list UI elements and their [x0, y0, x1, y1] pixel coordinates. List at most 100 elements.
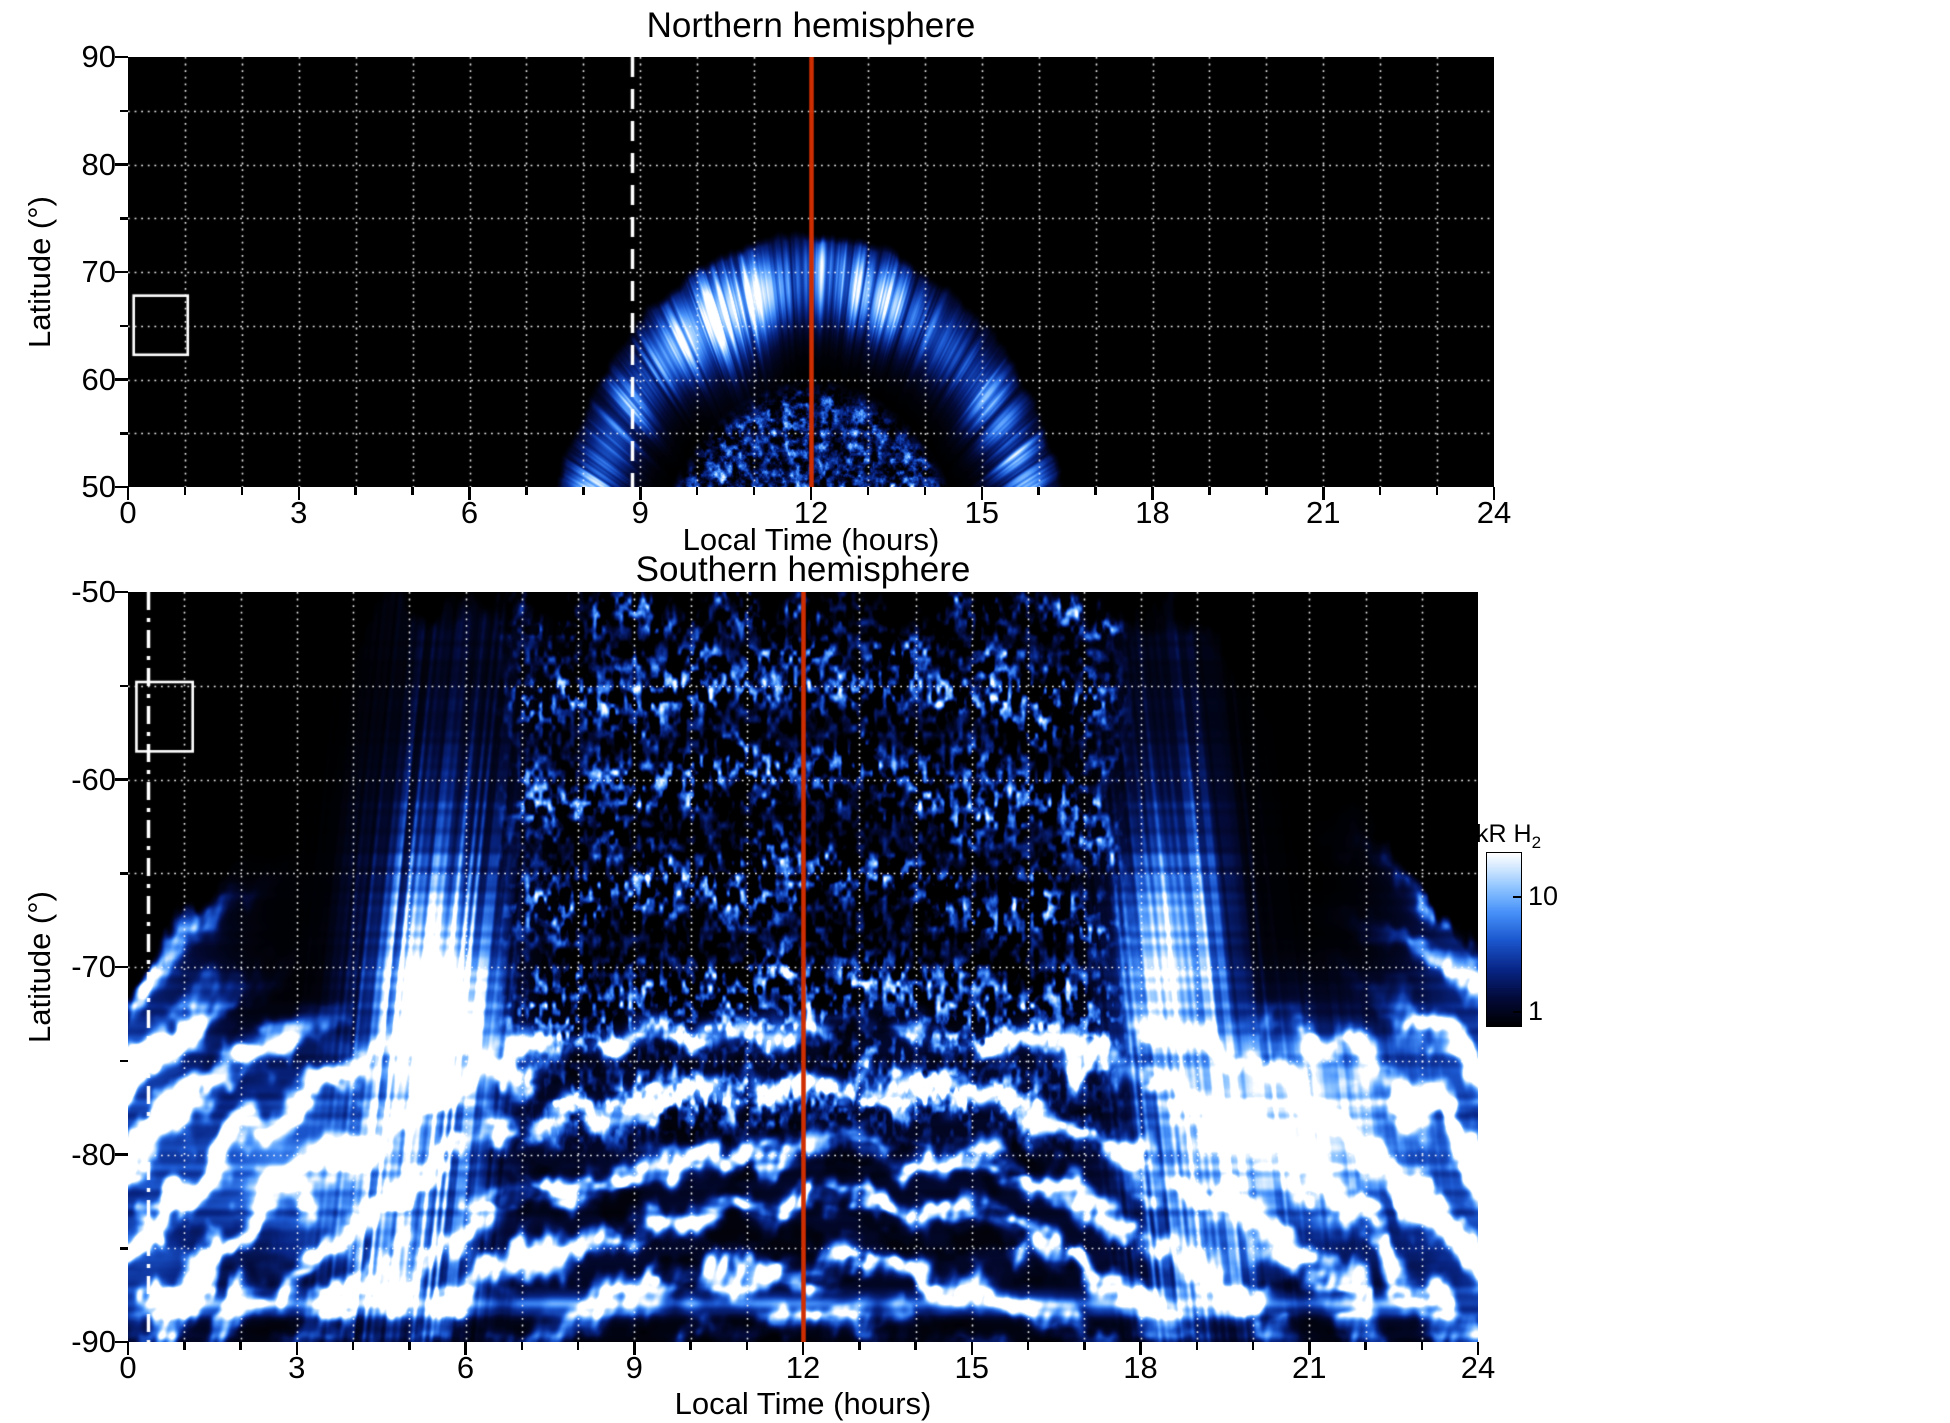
south-x-tick — [858, 1342, 861, 1350]
north-x-tick — [1378, 487, 1382, 495]
north-x-tick — [1435, 487, 1439, 495]
colorbar-tick — [1513, 895, 1521, 898]
south-x-tick — [970, 1342, 974, 1355]
south-y-tick — [115, 778, 128, 781]
south-y-tick-label: -80 — [71, 1136, 116, 1172]
south-x-tick-label: 24 — [1460, 1350, 1496, 1385]
south-x-tick — [183, 1342, 186, 1350]
colorbar-label-subscript: 2 — [1531, 833, 1542, 852]
south-x-tick — [351, 1342, 355, 1350]
north-x-tick-label: 24 — [1476, 495, 1512, 530]
north-x-tick — [1492, 487, 1496, 500]
south-y-tick-label: -70 — [71, 949, 116, 984]
south-x-tick — [464, 1342, 467, 1355]
north-y-tick — [120, 217, 128, 220]
north-y-tick — [115, 270, 128, 274]
north-heatmap — [128, 57, 1494, 487]
south-x-tick — [520, 1342, 524, 1350]
south-y-tick-label: -60 — [71, 761, 116, 797]
north-x-tick — [1322, 487, 1325, 500]
colorbar-tick-label: 10 — [1528, 880, 1559, 911]
north-y-tick — [120, 432, 128, 435]
north-y-tick-label: 80 — [81, 146, 116, 182]
north-y-tick-label: 70 — [81, 254, 116, 289]
south-title: Southern hemisphere — [635, 550, 971, 589]
north-x-tick — [126, 487, 130, 500]
south-x-tick — [633, 1342, 636, 1355]
north-x-tick — [639, 487, 642, 500]
north-x-tick — [1265, 487, 1268, 495]
north-x-tick-label: 0 — [119, 495, 137, 530]
south-x-tick-label: 18 — [1123, 1350, 1158, 1385]
south-x-tick-label: 6 — [456, 1350, 475, 1385]
south-x-tick-label: 9 — [625, 1350, 643, 1385]
south-y-tick — [120, 684, 128, 688]
north-x-tick — [809, 487, 813, 500]
south-x-tick-label: 15 — [954, 1350, 989, 1385]
south-x-tick — [689, 1342, 692, 1350]
south-x-tick — [1251, 1342, 1255, 1350]
south-x-tick — [1195, 1342, 1199, 1350]
south-x-tick — [1083, 1342, 1086, 1350]
north-x-tick-label: 12 — [793, 495, 829, 530]
south-x-tick — [1308, 1342, 1311, 1355]
north-x-tick — [1037, 487, 1040, 495]
north-x-tick — [980, 487, 984, 500]
north-x-tick — [752, 487, 756, 495]
south-y-tick — [115, 1340, 128, 1344]
north-x-tick-label: 21 — [1306, 495, 1341, 530]
south-x-axis-label: Local Time (hours) — [674, 1386, 932, 1421]
north-x-tick — [582, 487, 585, 495]
south-x-tick — [1026, 1342, 1030, 1350]
north-y-tick — [120, 109, 128, 113]
north-y-tick — [120, 324, 128, 328]
colorbar-label-text: kR H — [1476, 820, 1532, 848]
south-y-tick — [115, 1153, 128, 1156]
north-y-tick-label: 50 — [81, 469, 116, 504]
south-x-tick — [1139, 1342, 1142, 1355]
north-x-axis-label: Local Time (hours) — [682, 522, 940, 557]
north-x-tick — [240, 487, 244, 495]
south-x-tick — [801, 1342, 805, 1355]
north-x-tick — [1208, 487, 1211, 495]
north-x-tick-label: 18 — [1135, 495, 1170, 530]
north-x-tick — [695, 487, 699, 495]
south-x-tick — [1364, 1342, 1367, 1350]
north-x-tick-label: 15 — [964, 495, 999, 530]
north-y-tick — [115, 55, 128, 59]
south-x-tick-label: 3 — [288, 1350, 306, 1385]
colorbar-label: kR H2 — [1476, 820, 1541, 853]
south-x-tick — [126, 1342, 130, 1355]
north-x-tick — [354, 487, 357, 495]
north-x-tick — [411, 487, 414, 495]
north-x-tick-label: 3 — [290, 495, 308, 530]
north-y-tick — [115, 485, 128, 489]
north-x-tick-label: 6 — [460, 495, 479, 530]
south-x-tick — [576, 1342, 580, 1350]
north-x-tick — [468, 487, 471, 500]
south-x-tick — [745, 1342, 749, 1350]
north-x-tick — [923, 487, 927, 495]
south-x-tick — [239, 1342, 242, 1350]
north-x-tick — [1151, 487, 1154, 500]
north-x-tick — [183, 487, 187, 495]
north-y-tick-label: 90 — [81, 39, 116, 74]
south-x-tick — [295, 1342, 299, 1355]
north-y-tick — [115, 163, 128, 166]
north-y-tick — [115, 378, 128, 381]
south-y-tick — [120, 872, 128, 875]
colorbar-tick-label: 1 — [1528, 996, 1544, 1027]
south-x-tick — [408, 1342, 411, 1350]
north-x-tick — [866, 487, 870, 495]
colorbar-tick — [1513, 1011, 1521, 1014]
south-y-tick-label: -90 — [71, 1324, 116, 1359]
colorbar-gradient — [1486, 852, 1522, 1027]
north-x-tick-label: 9 — [631, 495, 649, 530]
south-x-tick-label: 21 — [1292, 1350, 1327, 1385]
south-x-tick — [1420, 1342, 1424, 1350]
south-y-tick-label: -50 — [71, 574, 116, 609]
north-title: Northern hemisphere — [646, 6, 976, 45]
north-x-tick — [525, 487, 528, 495]
south-y-tick — [120, 1059, 128, 1063]
